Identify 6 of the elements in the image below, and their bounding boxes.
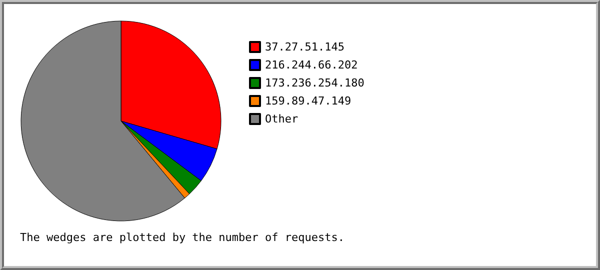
text: The wedges are plotted by the number of requests. (20, 231, 345, 244)
legend-label: 216.244.66.202 (265, 58, 358, 72)
legend-label: Other (265, 112, 298, 126)
legend-label: 37.27.51.145 (265, 40, 344, 54)
legend-label: 159.89.47.149 (265, 94, 352, 108)
legend-label: 173.236.254.180 (265, 76, 364, 90)
